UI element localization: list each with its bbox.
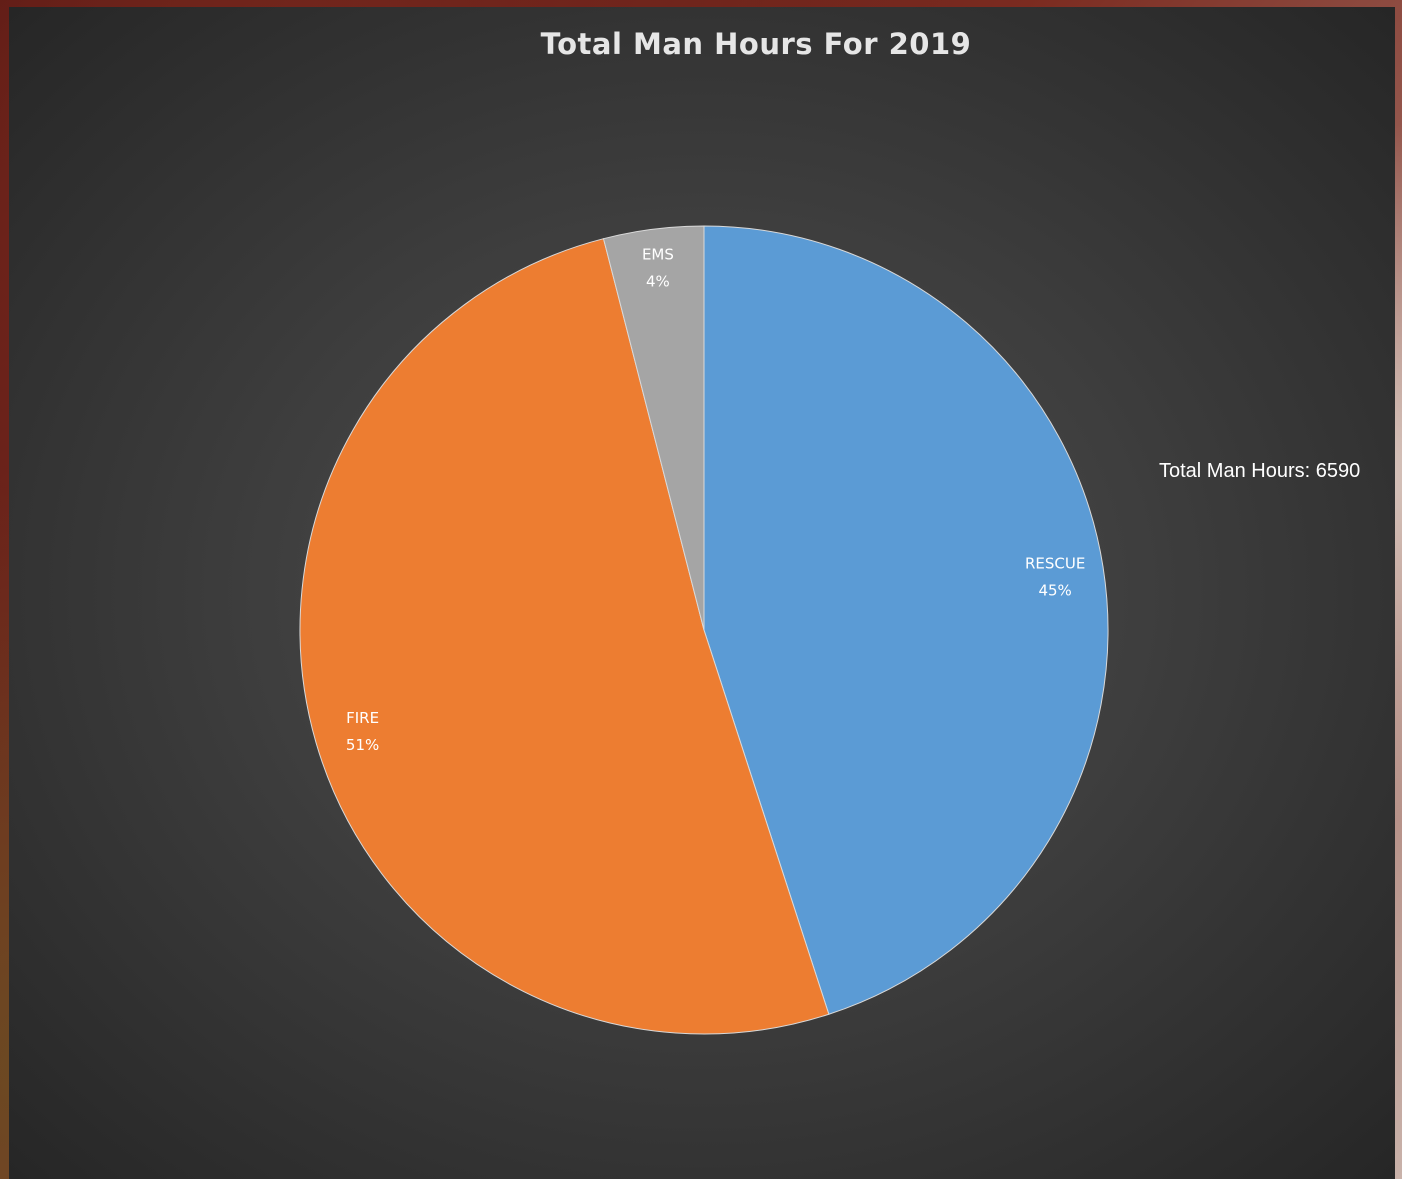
pie-slice-rescue (703, 225, 1109, 1015)
pie-slice-ems (602, 225, 705, 631)
slice-percent-label-ems: 4% (646, 272, 670, 290)
slice-percent-label-fire: 51% (346, 736, 379, 754)
slice-name-label-fire: FIRE (346, 709, 379, 727)
slice-name-label-ems: EMS (642, 245, 674, 263)
chart-title: Total Man Hours For 2019 (540, 27, 972, 61)
pie-slice-fire (299, 238, 830, 1035)
total-man-hours-annotation: Total Man Hours: 6590 (1159, 460, 1361, 482)
slice-percent-label-rescue: 45% (1038, 581, 1071, 599)
pie-chart: RESCUE 45% FIRE 51% EMS 4% (299, 225, 1109, 1035)
chart-area: Total Man Hours For 2019 Total Man Hours… (9, 7, 1395, 1179)
slice-name-label-rescue: RESCUE (1025, 554, 1085, 572)
